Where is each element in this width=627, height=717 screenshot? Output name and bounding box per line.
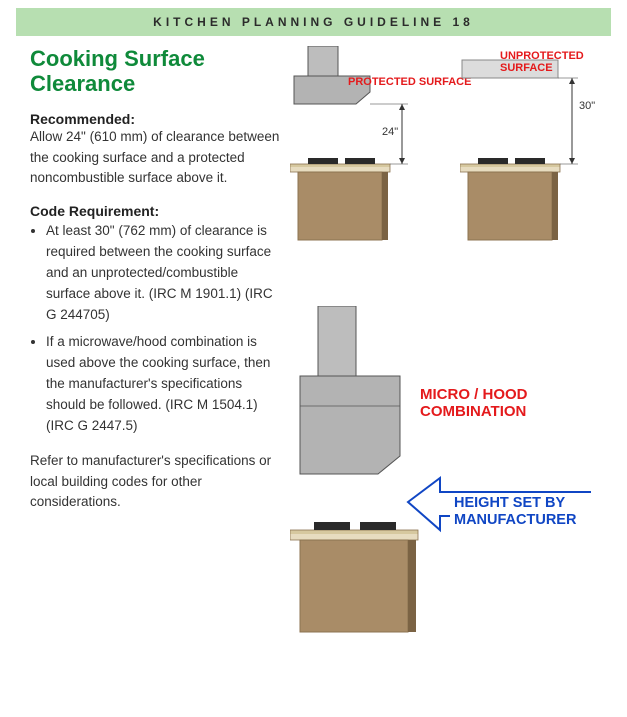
page-body: Cooking Surface Clearance Recommended: A… bbox=[0, 36, 627, 513]
left-column: Cooking Surface Clearance Recommended: A… bbox=[30, 46, 290, 513]
code-req-item: If a microwave/hood combination is used … bbox=[46, 332, 280, 437]
mfr-label: HEIGHT SET BY MANUFACTURER bbox=[450, 493, 607, 532]
footnote-text: Refer to manufacturer's specifications o… bbox=[30, 451, 280, 514]
page-title: Cooking Surface Clearance bbox=[30, 46, 280, 97]
unprotected-label: UNPROTECTED SURFACE bbox=[500, 50, 607, 74]
protected-label: PROTECTED SURFACE bbox=[348, 76, 471, 88]
protected-dim: 24" bbox=[382, 126, 398, 138]
microhood-label: MICRO / HOOD COMBINATION bbox=[420, 386, 607, 421]
recommended-heading: Recommended: bbox=[30, 111, 280, 127]
code-req-item: At least 30" (762 mm) of clearance is re… bbox=[46, 221, 280, 326]
unprotected-dim: 30" bbox=[579, 100, 595, 112]
code-req-list: At least 30" (762 mm) of clearance is re… bbox=[30, 221, 280, 436]
recommended-text: Allow 24" (610 mm) of clearance between … bbox=[30, 127, 280, 190]
figure-unprotected bbox=[460, 46, 610, 246]
figures-column: PROTECTED SURFACE 24" UNPROTECTED SURFAC… bbox=[290, 46, 607, 513]
code-req-heading: Code Requirement: bbox=[30, 203, 280, 219]
header-band: KITCHEN PLANNING GUIDELINE 18 bbox=[16, 8, 611, 36]
figure-microhood bbox=[290, 306, 610, 646]
